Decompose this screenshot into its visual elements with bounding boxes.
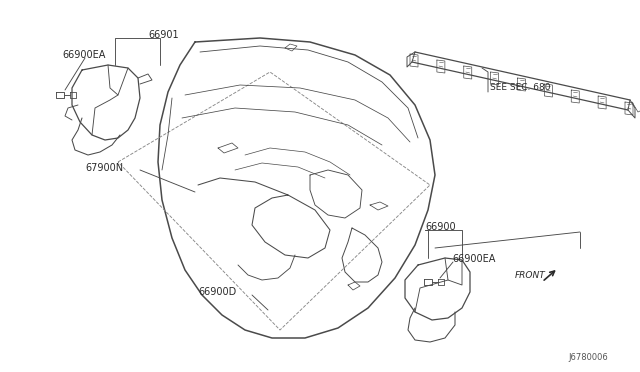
Text: 66900EA: 66900EA [452, 254, 495, 264]
Text: 66900: 66900 [425, 222, 456, 232]
Text: 66900EA: 66900EA [62, 50, 106, 60]
Text: FRONT: FRONT [515, 270, 546, 279]
Text: SEE SEC. 680: SEE SEC. 680 [490, 83, 550, 92]
Text: 66901: 66901 [148, 30, 179, 40]
Text: J6780006: J6780006 [568, 353, 608, 362]
Text: 67900N: 67900N [85, 163, 123, 173]
Text: 66900D: 66900D [198, 287, 236, 297]
